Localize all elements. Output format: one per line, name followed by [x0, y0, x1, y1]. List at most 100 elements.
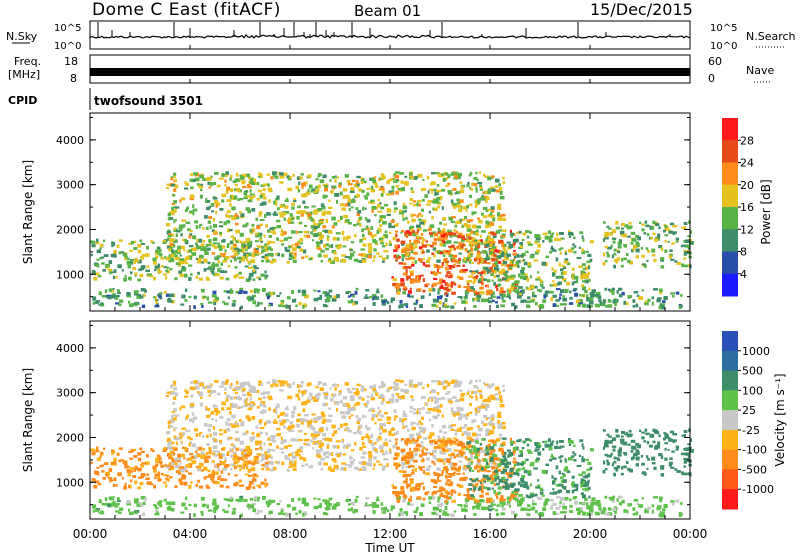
velocity-echo	[167, 420, 171, 425]
power-echo	[525, 230, 530, 233]
power-echo	[380, 239, 384, 244]
power-echo	[402, 247, 405, 251]
power-echo	[367, 254, 372, 259]
power-echo	[264, 247, 268, 252]
velocity-echo	[582, 502, 585, 505]
power-echo	[175, 206, 180, 209]
velocity-echo	[670, 500, 675, 503]
velocity-echo	[367, 462, 372, 467]
power-echo	[367, 243, 372, 247]
velocity-echo	[249, 404, 254, 408]
velocity-echo	[227, 422, 231, 427]
power-echo	[419, 221, 425, 225]
velocity-echo	[213, 432, 218, 436]
velocity-echo	[311, 413, 316, 416]
velocity-echo	[467, 497, 473, 500]
velocity-echo	[431, 380, 436, 383]
power-echo	[245, 254, 249, 258]
power-echo	[560, 289, 565, 293]
power-echo	[189, 229, 193, 233]
power-colorbar-tick-label: 12	[740, 223, 754, 236]
power-echo	[436, 189, 442, 193]
velocity-echo	[302, 408, 306, 412]
power-echo	[308, 258, 313, 261]
power-echo	[207, 181, 210, 185]
velocity-echo	[449, 442, 453, 446]
power-echo	[269, 227, 274, 231]
velocity-echo	[118, 447, 123, 450]
velocity-echo	[105, 473, 108, 476]
velocity-echo	[156, 454, 161, 457]
power-echo	[124, 257, 127, 261]
power-echo	[349, 248, 353, 252]
power-echo	[475, 186, 478, 191]
velocity-echo	[215, 465, 218, 469]
power-echo	[291, 206, 295, 210]
velocity-echo	[626, 510, 629, 514]
velocity-echo	[249, 389, 255, 393]
power-echo	[454, 171, 459, 176]
power-echo	[422, 244, 427, 248]
power-echo	[295, 185, 300, 190]
power-echo	[514, 280, 520, 284]
velocity-echo	[488, 443, 491, 446]
velocity-echo	[481, 420, 484, 424]
power-echo	[484, 190, 489, 195]
power-echo	[560, 276, 564, 279]
power-echo	[436, 196, 442, 201]
velocity-echo	[367, 436, 371, 441]
power-echo	[229, 289, 234, 294]
velocity-echo	[354, 442, 357, 446]
velocity-echo	[234, 474, 238, 477]
power-echo	[466, 239, 469, 243]
velocity-echo	[95, 508, 101, 511]
velocity-echo	[313, 497, 317, 500]
power-echo	[646, 233, 650, 237]
velocity-echo	[450, 513, 454, 517]
velocity-echo	[238, 480, 242, 483]
velocity-echo	[532, 502, 537, 506]
power-echo	[235, 222, 239, 226]
power-echo	[455, 221, 458, 225]
power-echo	[439, 221, 443, 225]
power-echo	[155, 255, 159, 259]
power-echo	[404, 247, 407, 251]
velocity-echo	[487, 384, 492, 389]
velocity-echo	[507, 500, 511, 505]
power-echo	[344, 256, 350, 259]
velocity-echo	[203, 423, 208, 427]
power-echo	[221, 173, 225, 178]
power-echo	[227, 243, 230, 247]
power-echo	[247, 199, 253, 203]
power-echo	[372, 238, 376, 243]
velocity-echo	[133, 448, 137, 451]
power-echo	[589, 240, 594, 244]
velocity-echo	[382, 428, 387, 433]
power-echo	[137, 259, 142, 264]
velocity-echo	[404, 383, 408, 386]
velocity-echo	[512, 466, 516, 470]
velocity-echo	[459, 389, 463, 392]
velocity-echo	[494, 393, 499, 396]
power-echo	[198, 277, 204, 281]
velocity-echo	[437, 439, 441, 442]
power-echo	[301, 289, 307, 294]
velocity-echo	[364, 415, 367, 418]
power-echo	[515, 290, 519, 294]
power-echo	[287, 217, 293, 221]
velocity-echo	[258, 380, 262, 384]
velocity-echo	[208, 447, 212, 451]
velocity-echo	[659, 499, 663, 503]
velocity-echo	[336, 502, 340, 506]
velocity-echo	[231, 402, 234, 407]
velocity-echo	[431, 511, 437, 515]
power-echo	[330, 260, 335, 264]
power-echo	[560, 268, 564, 272]
velocity-echo	[180, 511, 185, 514]
velocity-echo	[227, 504, 230, 508]
power-echo	[535, 237, 541, 241]
velocity-echo	[371, 410, 375, 413]
velocity-echo	[432, 455, 437, 459]
velocity-echo	[232, 451, 237, 454]
power-echo	[436, 268, 439, 273]
